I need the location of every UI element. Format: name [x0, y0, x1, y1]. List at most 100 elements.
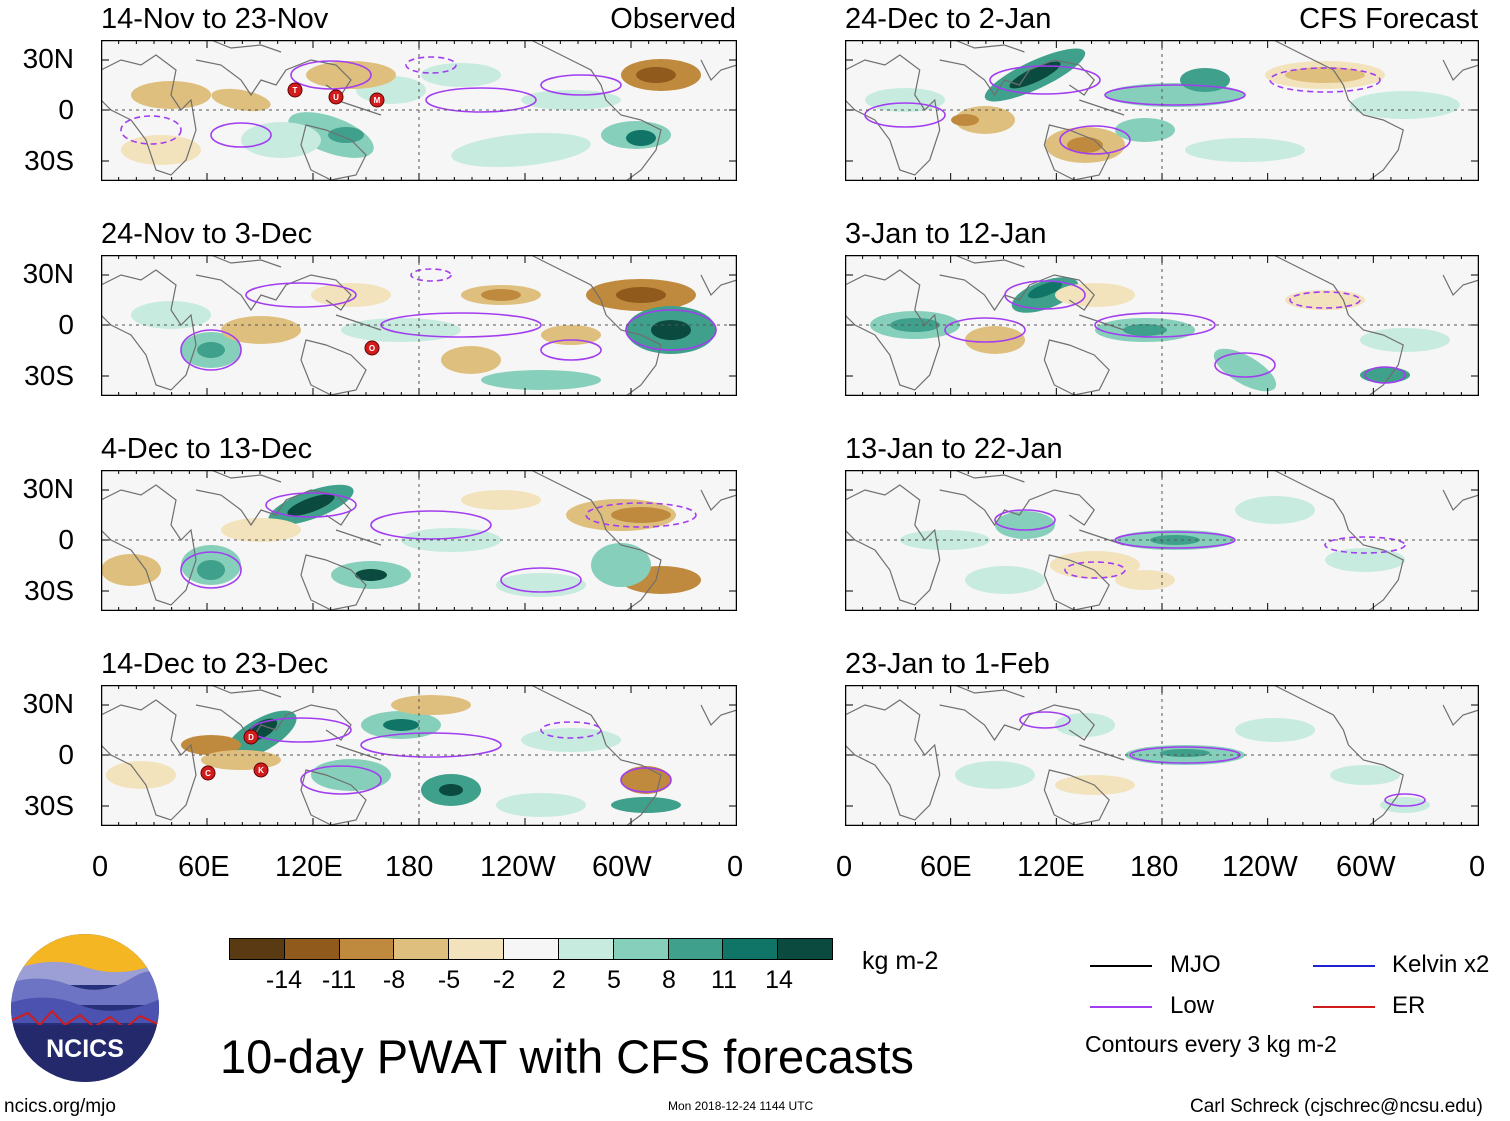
coastline-path	[1273, 685, 1349, 746]
low-frequency-contour	[180, 551, 242, 589]
coastline-path	[210, 40, 282, 53]
coastline-path	[845, 54, 941, 176]
low-frequency-contour	[620, 767, 672, 793]
low-frequency-contour	[425, 87, 537, 113]
coastline-path	[954, 40, 1025, 53]
storm-marker-icon: U	[328, 89, 344, 105]
storm-marker-icon: T	[287, 82, 303, 98]
map-forecast-1	[845, 40, 1479, 181]
lon-label: 0	[836, 851, 853, 883]
map-observed-2: O	[101, 255, 737, 396]
coastline-path	[335, 529, 382, 546]
coastline-path	[1079, 99, 1125, 116]
lat-label-eq: 0	[58, 524, 74, 555]
low-frequency-contour	[410, 268, 452, 282]
pwat-anomaly-patch	[441, 346, 501, 374]
pwat-anomaly-patch	[865, 88, 945, 112]
pwat-anomaly-patch	[101, 554, 161, 586]
legend-low-label: Low	[1170, 992, 1215, 1019]
low-frequency-contour	[120, 115, 182, 145]
colorbar-swatch	[448, 939, 504, 959]
pwat-anomaly-patch	[1285, 290, 1365, 310]
storm-letter: K	[258, 766, 264, 775]
coastline-path	[1043, 554, 1110, 611]
legend-mjo-label: MJO	[1170, 951, 1221, 978]
footer-url[interactable]: ncics.org/mjo	[4, 1096, 116, 1117]
colorbar-swatch	[503, 939, 558, 959]
lon-label: 120W	[480, 851, 556, 883]
pwat-anomaly-patch	[481, 289, 521, 301]
coastline-path	[1442, 274, 1479, 297]
pwat-anomaly-patch	[306, 61, 396, 89]
pwat-anomaly-patch	[591, 543, 651, 587]
pwat-anomaly-patch	[287, 494, 335, 516]
colorbar-tick: -14	[265, 966, 303, 994]
pwat-anomaly-patch	[1115, 570, 1175, 590]
panel-title-obs-4: 14-Dec to 23-Dec	[101, 648, 329, 680]
pwat-anomaly-patch	[355, 569, 387, 581]
colorbar-tick: 11	[711, 966, 737, 994]
coastline-path	[210, 685, 282, 698]
lon-label: 0	[1469, 851, 1486, 883]
lat-label-30s: 30S	[24, 145, 74, 176]
lat-label-30s: 30S	[24, 360, 74, 391]
coastline-path	[1273, 470, 1349, 531]
colorbar-swatch	[612, 939, 668, 959]
pwat-anomaly-patch	[481, 370, 601, 390]
colorbar-swatch	[722, 939, 778, 959]
pwat-anomaly-patch	[1123, 324, 1167, 336]
coastline-path	[210, 255, 282, 268]
pwat-anomaly-patch	[197, 342, 225, 358]
low-frequency-contour	[625, 309, 717, 351]
map-observed-3	[101, 470, 737, 611]
coastline-path	[530, 255, 607, 316]
pwat-anomaly-patch	[131, 301, 211, 329]
coastline-path	[700, 274, 737, 297]
pwat-anomaly-patch	[1235, 496, 1315, 524]
coastline-path	[845, 269, 941, 391]
pwat-anomaly-patch	[651, 320, 691, 340]
coastline-path	[605, 314, 662, 396]
coastline-path	[300, 769, 367, 826]
low-frequency-contour	[540, 339, 602, 361]
lon-label: 60W	[592, 851, 652, 883]
panel-title-fc-2: 3-Jan to 12-Jan	[845, 218, 1047, 250]
colorbar-tick: 14	[765, 966, 793, 994]
pwat-anomaly-patch	[1360, 367, 1410, 383]
panel-title-obs-3: 4-Dec to 13-Dec	[101, 433, 313, 465]
forecast-tag: CFS Forecast	[1299, 3, 1478, 35]
colorbar-tick: -2	[492, 966, 516, 994]
coastline-path	[700, 704, 737, 727]
coastline-path	[939, 59, 1095, 97]
low-frequency-contour	[540, 721, 602, 739]
storm-marker-icon: O	[364, 340, 380, 356]
coastline-path	[530, 470, 607, 531]
coastlines	[845, 685, 1479, 826]
lon-label: 0	[727, 851, 744, 883]
coastline-path	[300, 124, 367, 181]
coastline-path	[1347, 314, 1404, 396]
storm-marker-icon: M	[369, 92, 385, 108]
coastline-path	[605, 744, 662, 826]
pwat-anomaly-patch	[1160, 749, 1210, 757]
storm-letter: C	[205, 769, 211, 778]
pwat-anomaly-patch	[106, 761, 176, 789]
low-frequency-contour	[1384, 793, 1426, 807]
pwat-anomaly-patch	[1285, 67, 1365, 83]
pwat-anomaly-patch	[461, 490, 541, 510]
coastline-path	[101, 484, 197, 606]
low-frequency-contour	[944, 317, 1026, 343]
footer-credit: Carl Schreck (cjschrec@ncsu.edu)	[1190, 1096, 1483, 1117]
legend-er-label: ER	[1392, 992, 1426, 1019]
low-frequency-contour	[210, 122, 272, 148]
coastline-path	[605, 99, 662, 181]
ncics-logo: NCICS	[10, 933, 160, 1083]
low-frequency-contour	[994, 509, 1056, 531]
legend-note: Contours every 3 kg m-2	[1085, 1031, 1337, 1057]
storm-marker-icon: K	[253, 762, 269, 778]
low-frequency-contour	[1019, 711, 1071, 729]
pwat-anomaly-patch	[1067, 137, 1103, 153]
lat-label-eq: 0	[58, 739, 74, 770]
coastline-path	[335, 744, 382, 761]
colorbar-swatch	[230, 939, 284, 959]
